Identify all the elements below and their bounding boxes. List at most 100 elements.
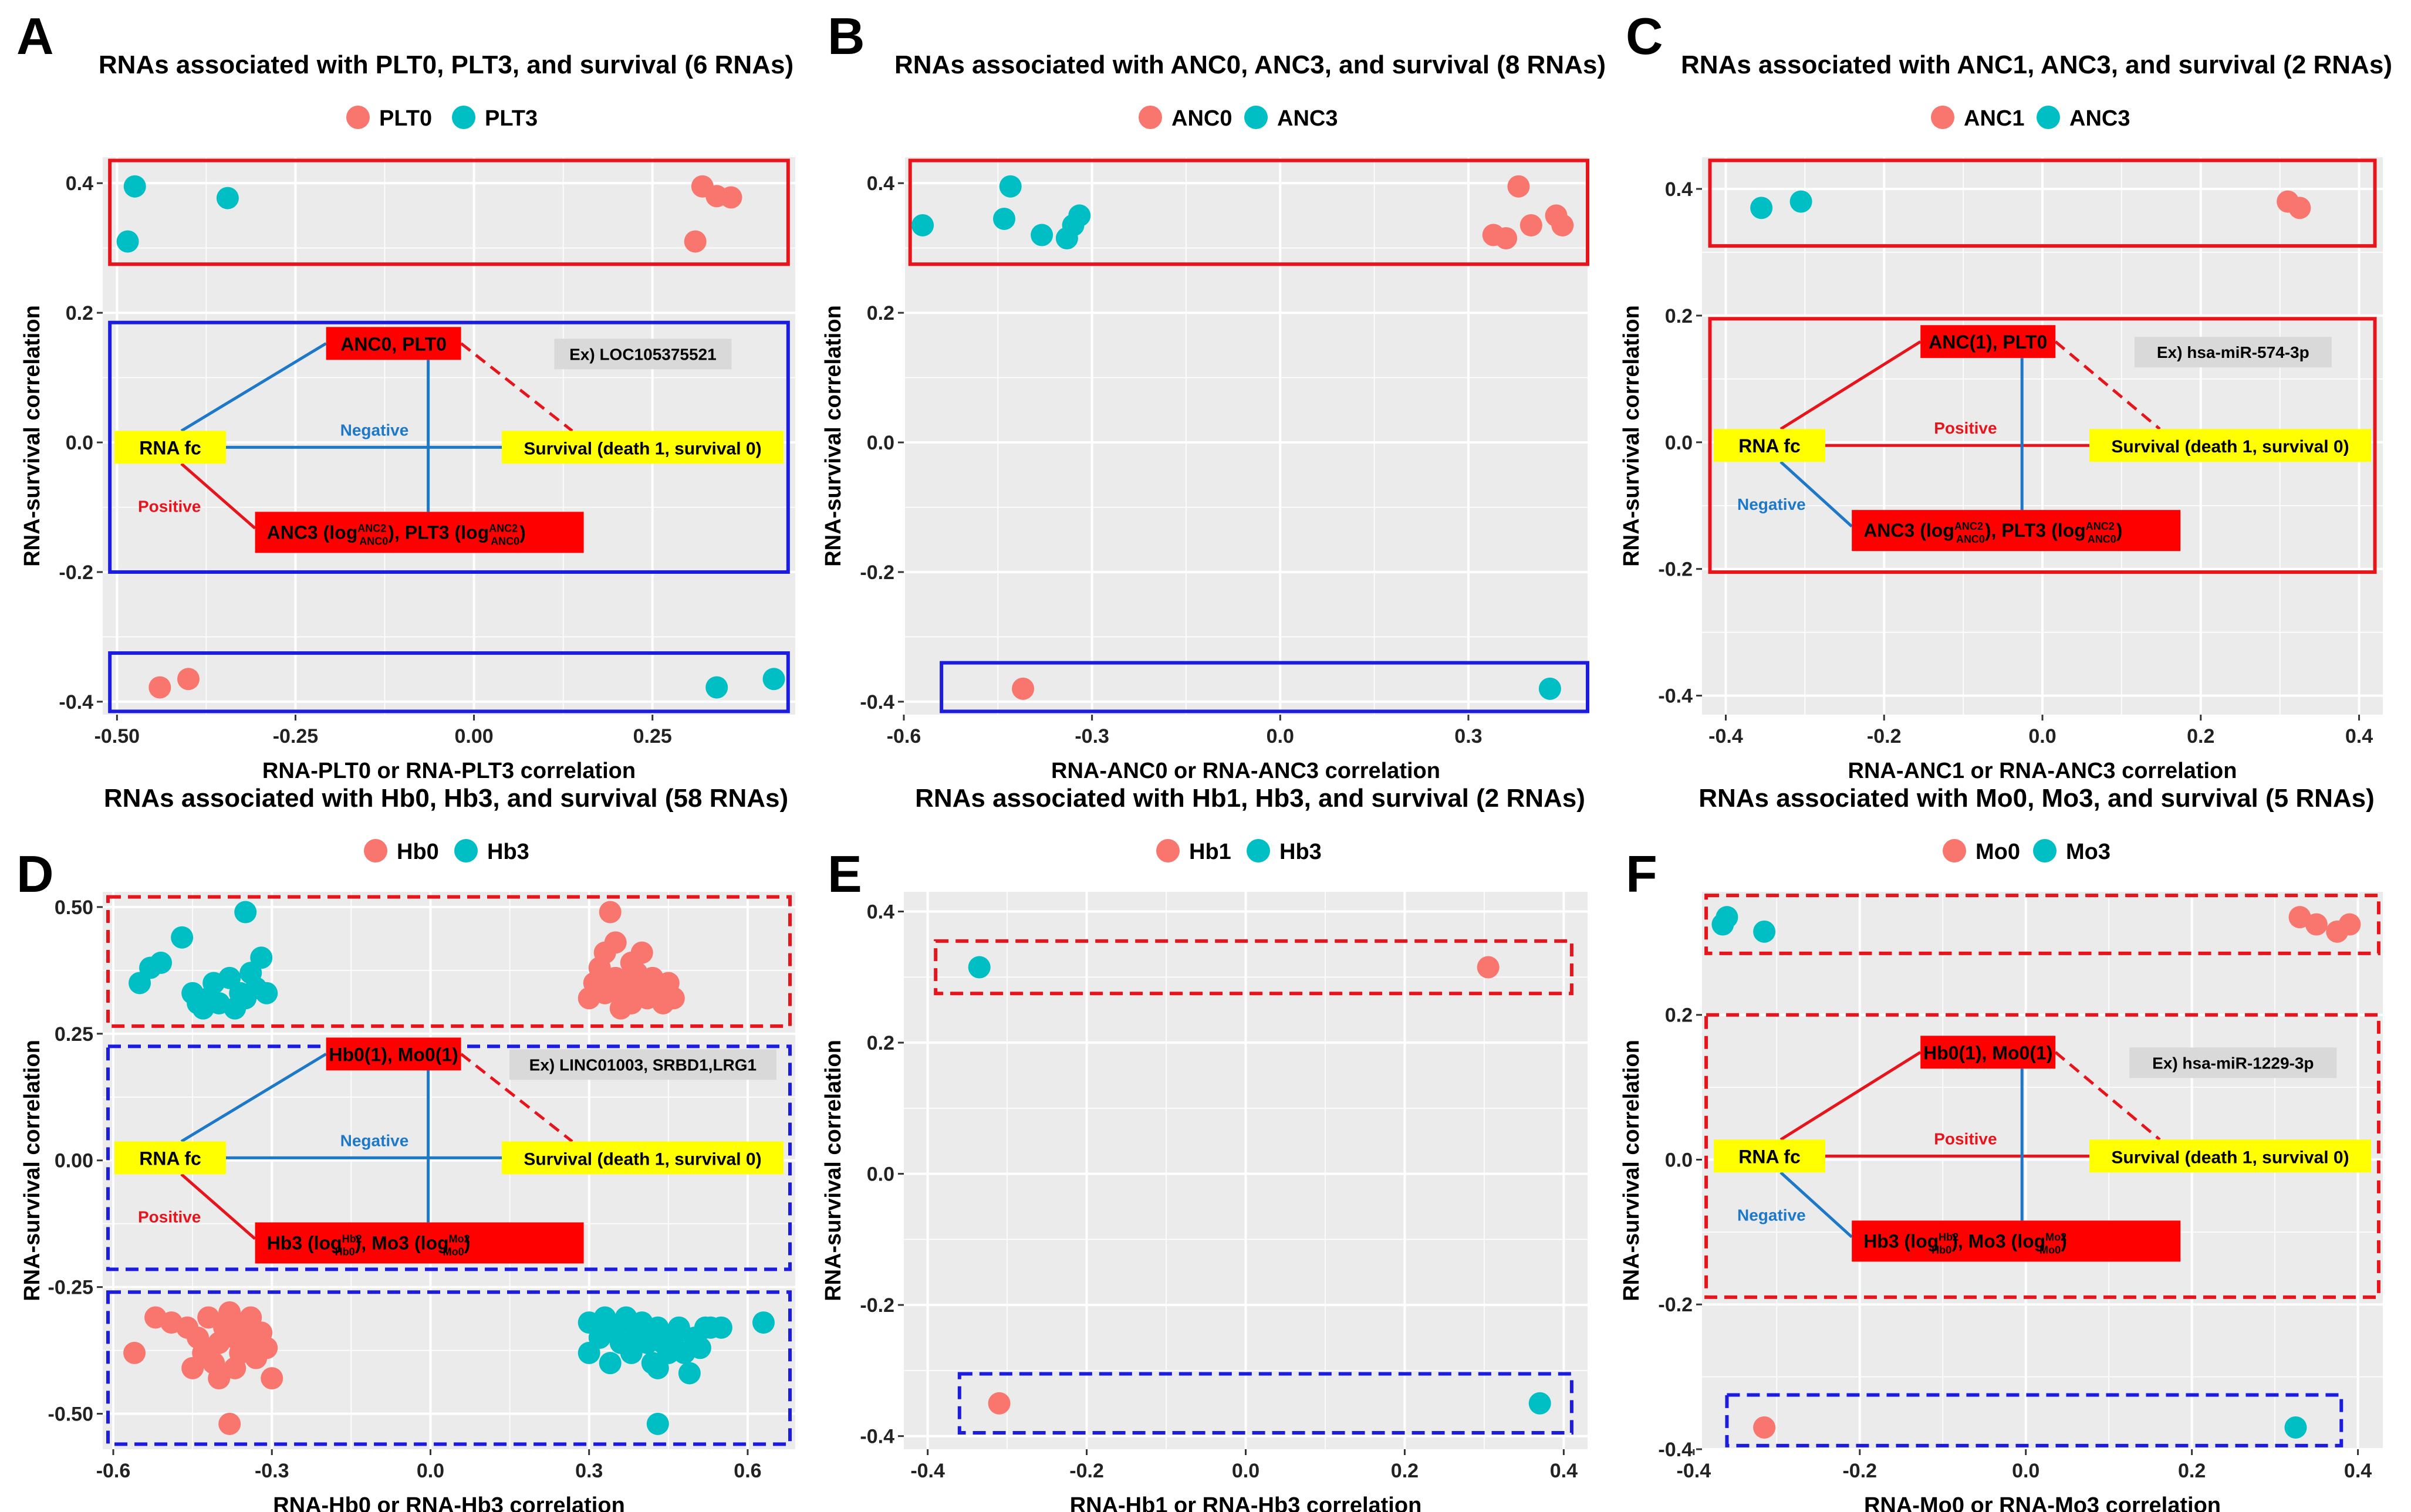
- data-point-anc3: [999, 175, 1022, 198]
- formula-part: Hb3 (log: [267, 1232, 342, 1253]
- data-point-mo3: [2284, 1416, 2307, 1439]
- x-tick-label: 0.4: [2344, 1460, 2372, 1482]
- data-point-mo0: [2288, 906, 2311, 929]
- top-node-label: Hb0(1), Mo0(1): [1923, 1042, 2052, 1063]
- x-tick-label: 0.4: [2345, 725, 2373, 747]
- rna-fc-box: [114, 431, 226, 464]
- data-point-hb3: [646, 1357, 669, 1379]
- y-tick-label: -0.4: [860, 1426, 894, 1448]
- top-node-label: ANC(1), PLT0: [1929, 332, 2047, 353]
- y-tick-label: 0.2: [1665, 305, 1693, 327]
- blue-highlight-box: [106, 1290, 792, 1446]
- survival-label: Survival (death 1, survival 0): [2111, 437, 2349, 456]
- data-point-anc3: [993, 207, 1016, 230]
- gridlines: [1702, 157, 2383, 715]
- legend-label-hb3: Hb3: [487, 840, 529, 864]
- example-box: [554, 339, 732, 370]
- data-point-hb3: [667, 1316, 690, 1339]
- data-point-hb0: [208, 1331, 231, 1354]
- data-point-anc0: [1507, 175, 1530, 198]
- data-point-mo3: [1716, 906, 1738, 929]
- bottom-node-label: ANC3 (logANC2 ANC0), PLT3 (logANC2 ANC0): [267, 522, 526, 547]
- data-point-plt0: [684, 230, 707, 253]
- formula-part: Mo2: [2045, 1231, 2066, 1243]
- connector-dashed: [460, 1053, 573, 1143]
- formula-part: ANC0: [2088, 533, 2116, 545]
- data-point-hb3: [710, 1316, 732, 1339]
- x-tick-label: -0.2: [1867, 725, 1902, 747]
- top-node-label: Hb0(1), Mo0(1): [329, 1044, 458, 1065]
- data-point-hb3: [171, 926, 194, 949]
- data-point-hb3: [588, 1327, 611, 1349]
- data-point-hb3: [620, 1341, 643, 1364]
- y-tick-label: 0.0: [867, 432, 894, 454]
- x-tick-label: -0.50: [94, 725, 140, 747]
- y-tick-label: 0.2: [1665, 1004, 1693, 1027]
- data-point-anc3: [1538, 677, 1561, 700]
- legend-label-anc0: ANC0: [1171, 106, 1232, 131]
- top-node-box: [326, 1037, 461, 1071]
- y-tick-label: 0.50: [55, 897, 93, 919]
- y-tick-label: -0.2: [860, 1294, 894, 1317]
- data-point-hb0: [609, 997, 632, 1020]
- connector-to-top: [180, 1053, 327, 1143]
- data-point-hb0: [123, 1341, 146, 1364]
- y-tick-label: 0.0: [66, 432, 93, 454]
- data-point-anc0: [1551, 214, 1574, 236]
- data-point-mo3: [1753, 920, 1776, 943]
- x-axis-title: RNA-Mo0 or RNA-Mo3 correlation: [1864, 1493, 2221, 1512]
- data-point-hb3: [599, 1352, 622, 1375]
- formula-part: ANC2: [1954, 520, 1983, 532]
- example-label: Ex) hsa-miR-1229-3p: [2152, 1054, 2314, 1072]
- gridlines: [904, 892, 1588, 1449]
- formula-part: ), Mo3 (log: [1951, 1230, 2045, 1251]
- blue-highlight-box: [108, 320, 790, 574]
- y-tick-label: -0.2: [1658, 1294, 1693, 1316]
- y-tick-label: 0.4: [1665, 178, 1693, 201]
- y-tick-label: 0.4: [867, 172, 894, 195]
- formula-part: Mo0: [2039, 1244, 2061, 1256]
- top-node-label: ANC0, PLT0: [340, 333, 447, 354]
- panel-letter: E: [828, 845, 862, 903]
- connector-to-bottom: [180, 462, 256, 530]
- bottom-node-label: Hb3 (logHb2 Hb0), Mo3 (logMo2 Mo0): [1863, 1230, 2067, 1256]
- survival-box: [2089, 429, 2371, 462]
- bottom-node-box: [255, 1222, 584, 1264]
- rna-fc-label: RNA fc: [1738, 1146, 1800, 1167]
- y-tick-label: 0.2: [867, 302, 894, 324]
- horizontal-line-label: Negative: [340, 1131, 409, 1149]
- rna-fc-label: RNA fc: [139, 437, 201, 458]
- y-tick-label: 0.2: [66, 302, 93, 324]
- horizontal-line-label: Positive: [1934, 419, 1997, 437]
- formula-part: Mo0: [443, 1246, 464, 1257]
- chart-title: RNAs associated with PLT0, PLT3, and sur…: [99, 50, 793, 79]
- legend-marker-hb0: [364, 839, 387, 862]
- formula-part: Mo2: [449, 1233, 470, 1244]
- data-point-hb0: [630, 941, 653, 964]
- panel-f: F RNAs associated with Mo0, Mo3, and surv…: [1619, 784, 2383, 1512]
- top-node-box: [1920, 325, 2056, 358]
- data-point-hb0: [218, 1412, 241, 1435]
- data-point-hb3: [646, 1412, 669, 1435]
- rna-fc-box: [1714, 1139, 1825, 1173]
- connector-dashed: [2054, 340, 2161, 431]
- panel-letter: F: [1626, 845, 1657, 903]
- formula-part: ), PLT3 (log: [388, 522, 489, 543]
- y-tick-label: 0.4: [66, 172, 93, 195]
- formula-part: Hb2: [1939, 1231, 1958, 1243]
- panel-b: B RNAs associated with ANC0, ANC3, and su…: [821, 7, 1606, 783]
- panel-c: C RNAs associated with ANC1, ANC3, and su…: [1619, 7, 2392, 783]
- formula-part: ANC3 (log: [267, 522, 358, 543]
- legend-marker-mo0: [1943, 839, 1966, 862]
- formula-part: ANC0: [359, 535, 388, 547]
- data-point-hb3: [255, 982, 278, 1004]
- bottom-node-label: ANC3 (logANC2 ANC0), PLT3 (logANC2 ANC0): [1863, 520, 2122, 545]
- x-tick-label: -0.4: [910, 1460, 945, 1482]
- schematic-diagram: ANC(1), PLT0 RNA fc Survival (death 1, sur…: [1714, 325, 2371, 552]
- red-highlight-box: [108, 158, 790, 266]
- data-point-hb0: [197, 1306, 220, 1329]
- example-box: [509, 1049, 776, 1080]
- data-point-anc3: [1750, 197, 1773, 219]
- x-tick-label: 0.6: [734, 1460, 761, 1482]
- formula-part: ): [519, 522, 526, 543]
